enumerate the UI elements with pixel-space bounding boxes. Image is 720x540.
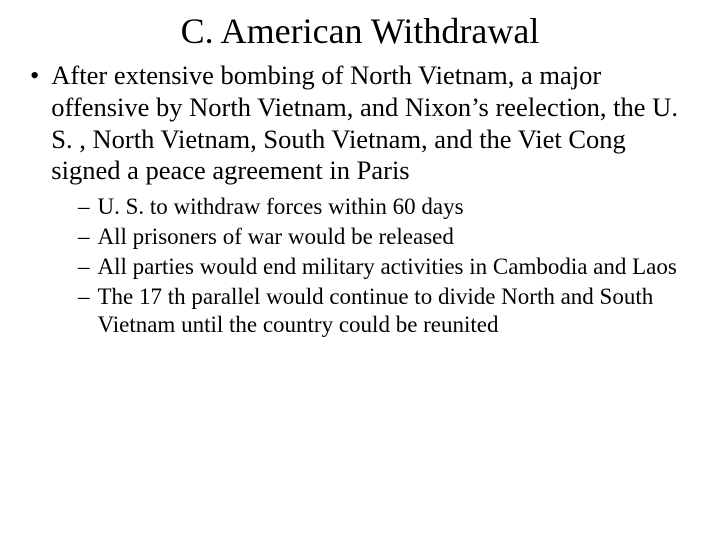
- dash-marker: –: [78, 193, 90, 221]
- sub-bullet: – All prisoners of war would be released: [78, 223, 700, 251]
- sub-bullet-text: All prisoners of war would be released: [98, 223, 701, 251]
- slide: C. American Withdrawal • After extensive…: [0, 0, 720, 540]
- slide-title: C. American Withdrawal: [20, 10, 700, 52]
- sub-bullet-text: The 17 th parallel would continue to div…: [98, 283, 701, 339]
- sub-bullet: – All parties would end military activit…: [78, 253, 700, 281]
- dash-marker: –: [78, 223, 90, 251]
- bullet-marker: •: [30, 60, 39, 187]
- sub-bullet-list: – U. S. to withdraw forces within 60 day…: [78, 193, 700, 339]
- sub-bullet: – The 17 th parallel would continue to d…: [78, 283, 700, 339]
- sub-bullet: – U. S. to withdraw forces within 60 day…: [78, 193, 700, 221]
- sub-bullet-text: All parties would end military activitie…: [98, 253, 701, 281]
- main-bullet: • After extensive bombing of North Vietn…: [30, 60, 700, 187]
- main-bullet-text: After extensive bombing of North Vietnam…: [51, 60, 700, 187]
- dash-marker: –: [78, 253, 90, 281]
- sub-bullet-text: U. S. to withdraw forces within 60 days: [98, 193, 701, 221]
- dash-marker: –: [78, 283, 90, 339]
